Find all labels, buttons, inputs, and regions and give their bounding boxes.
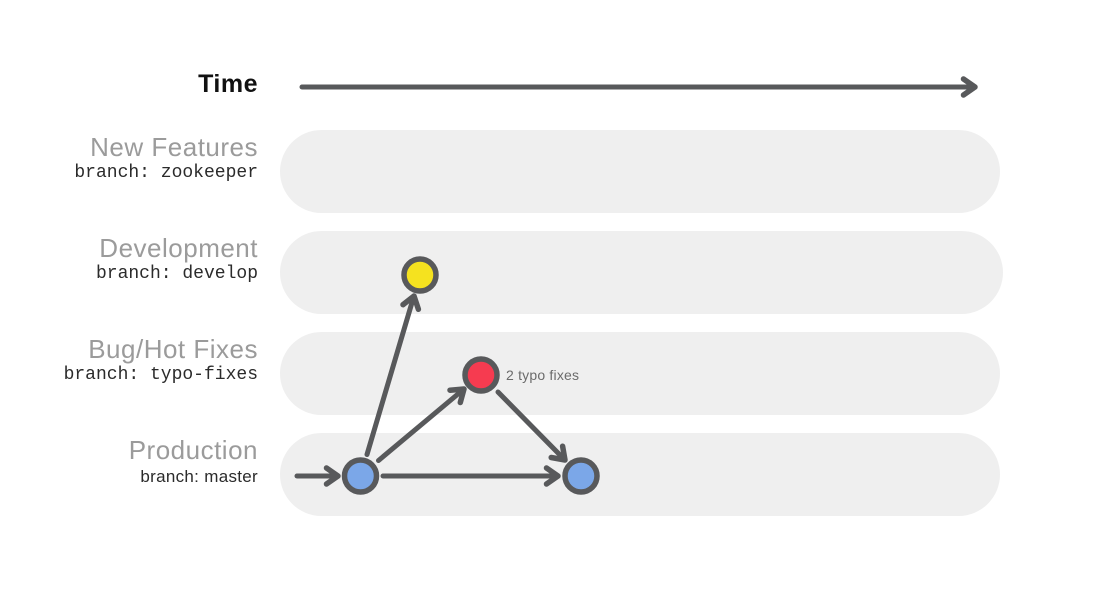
time-axis-arrow	[299, 76, 978, 98]
branch-label: branch: develop	[95, 264, 258, 284]
commit-annotation: 2 typo fixes	[506, 367, 580, 383]
branch-label: branch: master	[140, 467, 258, 486]
arrow-master-to-master-merge	[380, 465, 561, 487]
lane-title: New Features	[90, 132, 258, 162]
time-label: Time	[198, 70, 258, 98]
commit-node-master-merge	[562, 457, 600, 495]
commit-node-master-start	[341, 457, 380, 495]
lane-pill-development	[280, 231, 1003, 314]
branch-label: branch: zookeeper	[74, 163, 258, 183]
lane-title: Bug/Hot Fixes	[88, 334, 258, 364]
commit-node-typo-fixes	[462, 356, 500, 394]
arrow-master-to-develop	[364, 293, 422, 457]
lane-label-group-new-features: New Features branch: zookeeper	[0, 133, 258, 185]
arrow-typo-fixes-to-master	[495, 389, 568, 463]
lane-label-group-development: Development branch: develop	[0, 234, 258, 286]
arrow-master-to-typo-fixes	[376, 386, 467, 463]
lane-label-group-production: Production branch: master	[0, 436, 258, 488]
lane-title: Production	[128, 435, 258, 465]
commit-node-develop	[401, 256, 439, 294]
arrow-into-master	[294, 465, 341, 487]
lane-label-group-bug-hot-fixes: Bug/Hot Fixes branch: typo-fixes	[0, 335, 258, 387]
lane-pill-new-features	[280, 130, 1000, 213]
branch-label: branch: typo-fixes	[63, 365, 258, 385]
lane-title: Development	[99, 233, 258, 263]
